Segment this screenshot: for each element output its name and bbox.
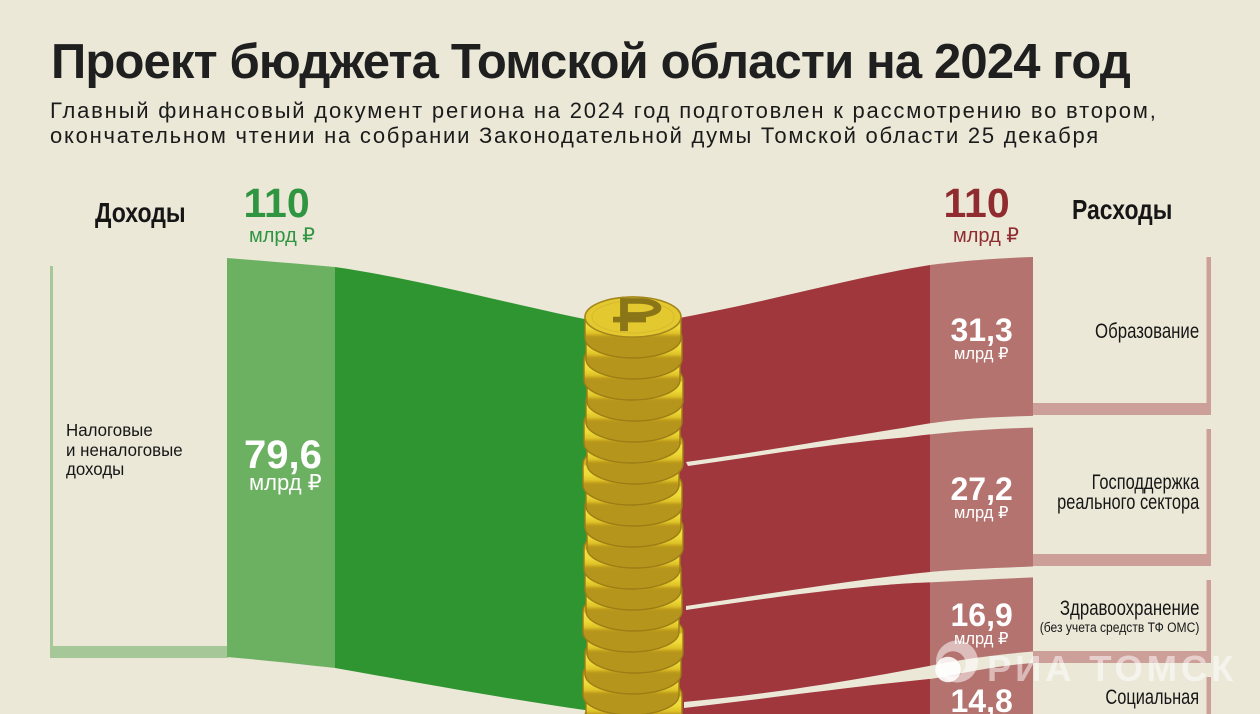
svg-text:РИА ТОМСК: РИА ТОМСК — [987, 648, 1237, 689]
